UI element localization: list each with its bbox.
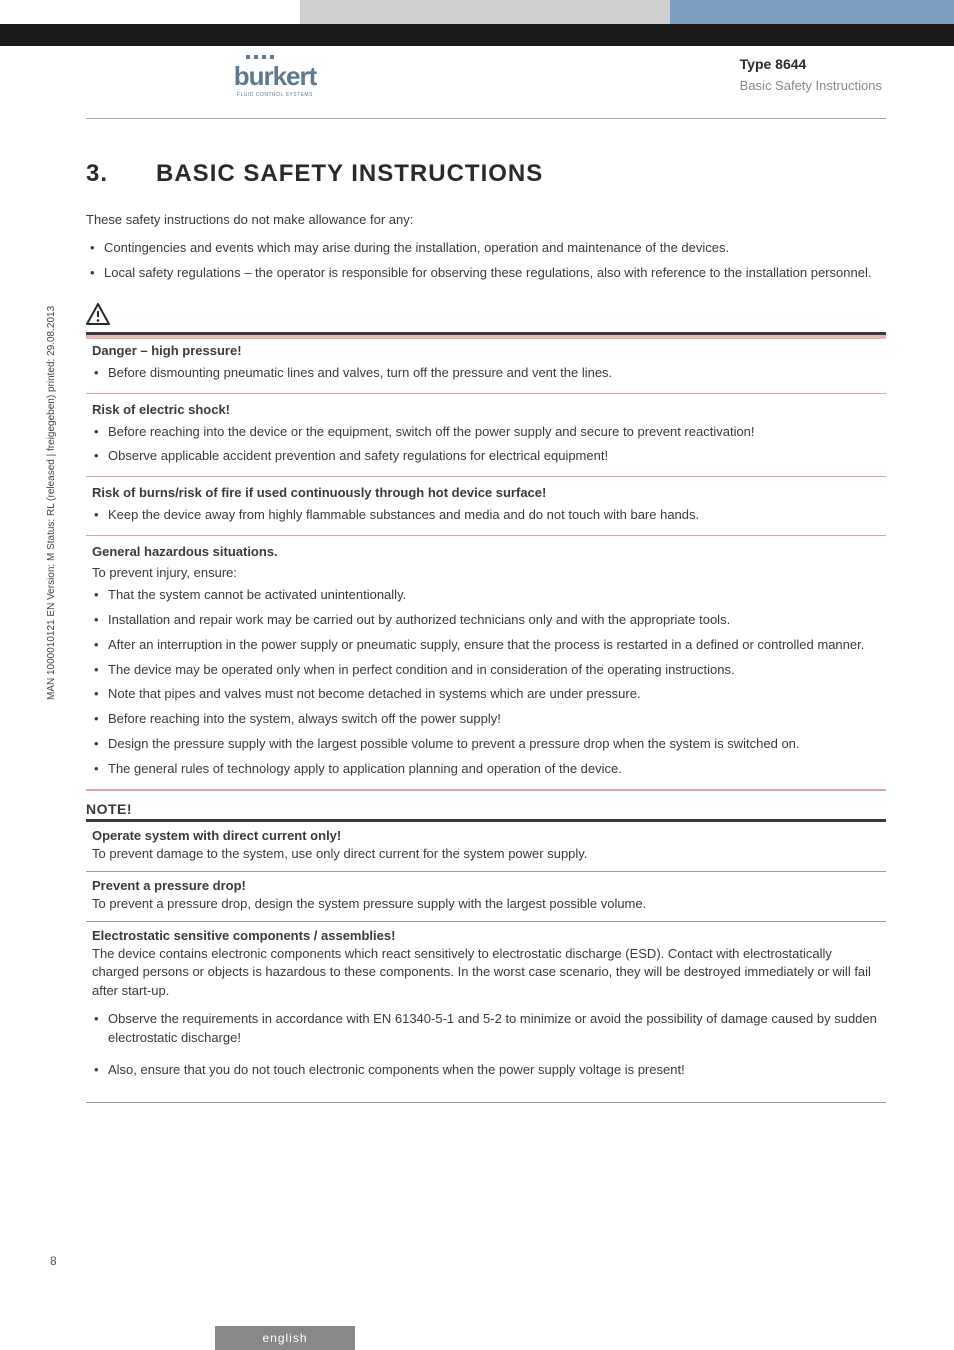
note-block: Electrostatic sensitive components / ass… [86, 922, 886, 1103]
note-bullet: Observe the requirements in accordance w… [92, 1010, 880, 1048]
warning-block: Danger – high pressure! Before dismounti… [86, 335, 886, 394]
section-title: BASIC SAFETY INSTRUCTIONS [156, 160, 543, 188]
warn-bullet: Keep the device away from highly flammab… [92, 506, 880, 525]
warning-block: Risk of electric shock! Before reaching … [86, 394, 886, 478]
note-title: Operate system with direct current only! [92, 828, 880, 843]
warn-bullet: Note that pipes and valves must not beco… [92, 685, 880, 704]
warning-triangle-icon [86, 303, 110, 325]
type-label: Type 8644 [740, 56, 882, 72]
warn-list: Before reaching into the device or the e… [92, 423, 880, 467]
page-content: 3. BASIC SAFETY INSTRUCTIONS These safet… [86, 160, 886, 1103]
warn-text: To prevent injury, ensure: [92, 565, 880, 580]
section-number: 3. [86, 160, 108, 188]
logo-text: burkert [234, 61, 317, 92]
warning-box: Danger – high pressure! Before dismounti… [86, 332, 886, 791]
intro-bullet: Contingencies and events which may arise… [86, 239, 886, 258]
intro-text: These safety instructions do not make al… [86, 212, 886, 227]
warn-bullet: Installation and repair work may be carr… [92, 611, 880, 630]
warn-list: Keep the device away from highly flammab… [92, 506, 880, 525]
warn-title: Risk of electric shock! [92, 402, 880, 417]
warn-bullet: That the system cannot be activated unin… [92, 586, 880, 605]
warn-list: That the system cannot be activated unin… [92, 586, 880, 779]
note-block: Prevent a pressure drop! To prevent a pr… [86, 872, 886, 922]
warn-bullet: Before dismounting pneumatic lines and v… [92, 364, 880, 383]
logo-dots [246, 55, 274, 59]
header-rule [86, 118, 886, 119]
warn-bullet: Before reaching into the system, always … [92, 710, 880, 729]
footer-language-tab: english [215, 1326, 355, 1350]
black-strip [0, 24, 954, 46]
section-heading: 3. BASIC SAFETY INSTRUCTIONS [86, 160, 886, 188]
note-box: Operate system with direct current only!… [86, 819, 886, 1103]
note-text: The device contains electronic component… [92, 945, 880, 1000]
warning-block: Risk of burns/risk of fire if used conti… [86, 477, 886, 536]
intro-bullet: Local safety regulations – the operator … [86, 264, 886, 283]
side-metadata: MAN 1000010121 EN Version: M Status: RL … [46, 306, 57, 700]
warn-title: Risk of burns/risk of fire if used conti… [92, 485, 880, 500]
note-title: Prevent a pressure drop! [92, 878, 880, 893]
warning-block: General hazardous situations. To prevent… [86, 536, 886, 791]
tab-grey [300, 0, 670, 24]
logo-subtext: FLUID CONTROL SYSTEMS [237, 92, 313, 98]
note-list: Observe the requirements in accordance w… [92, 1010, 880, 1081]
logo: burkert FLUID CONTROL SYSTEMS [215, 46, 335, 106]
warn-bullet: Observe applicable accident prevention a… [92, 447, 880, 466]
warn-bullet: The general rules of technology apply to… [92, 760, 880, 779]
note-text: To prevent a pressure drop, design the s… [92, 895, 880, 913]
header-right: Type 8644 Basic Safety Instructions [740, 56, 882, 93]
note-title: Electrostatic sensitive components / ass… [92, 928, 880, 943]
warn-bullet: Before reaching into the device or the e… [92, 423, 880, 442]
page-number: 8 [50, 1254, 57, 1268]
note-bullet: Also, ensure that you do not touch elect… [92, 1061, 880, 1080]
warn-bullet: The device may be operated only when in … [92, 661, 880, 680]
warn-title: General hazardous situations. [92, 544, 880, 559]
note-block: Operate system with direct current only!… [86, 822, 886, 872]
warn-title: Danger – high pressure! [92, 343, 880, 358]
warn-bullet: Design the pressure supply with the larg… [92, 735, 880, 754]
header-subtitle: Basic Safety Instructions [740, 78, 882, 93]
tab-blue [670, 0, 954, 24]
warn-list: Before dismounting pneumatic lines and v… [92, 364, 880, 383]
intro-bullets: Contingencies and events which may arise… [86, 239, 886, 283]
note-text: To prevent damage to the system, use onl… [92, 845, 880, 863]
warn-bullet: After an interruption in the power suppl… [92, 636, 880, 655]
note-heading: NOTE! [86, 801, 886, 817]
